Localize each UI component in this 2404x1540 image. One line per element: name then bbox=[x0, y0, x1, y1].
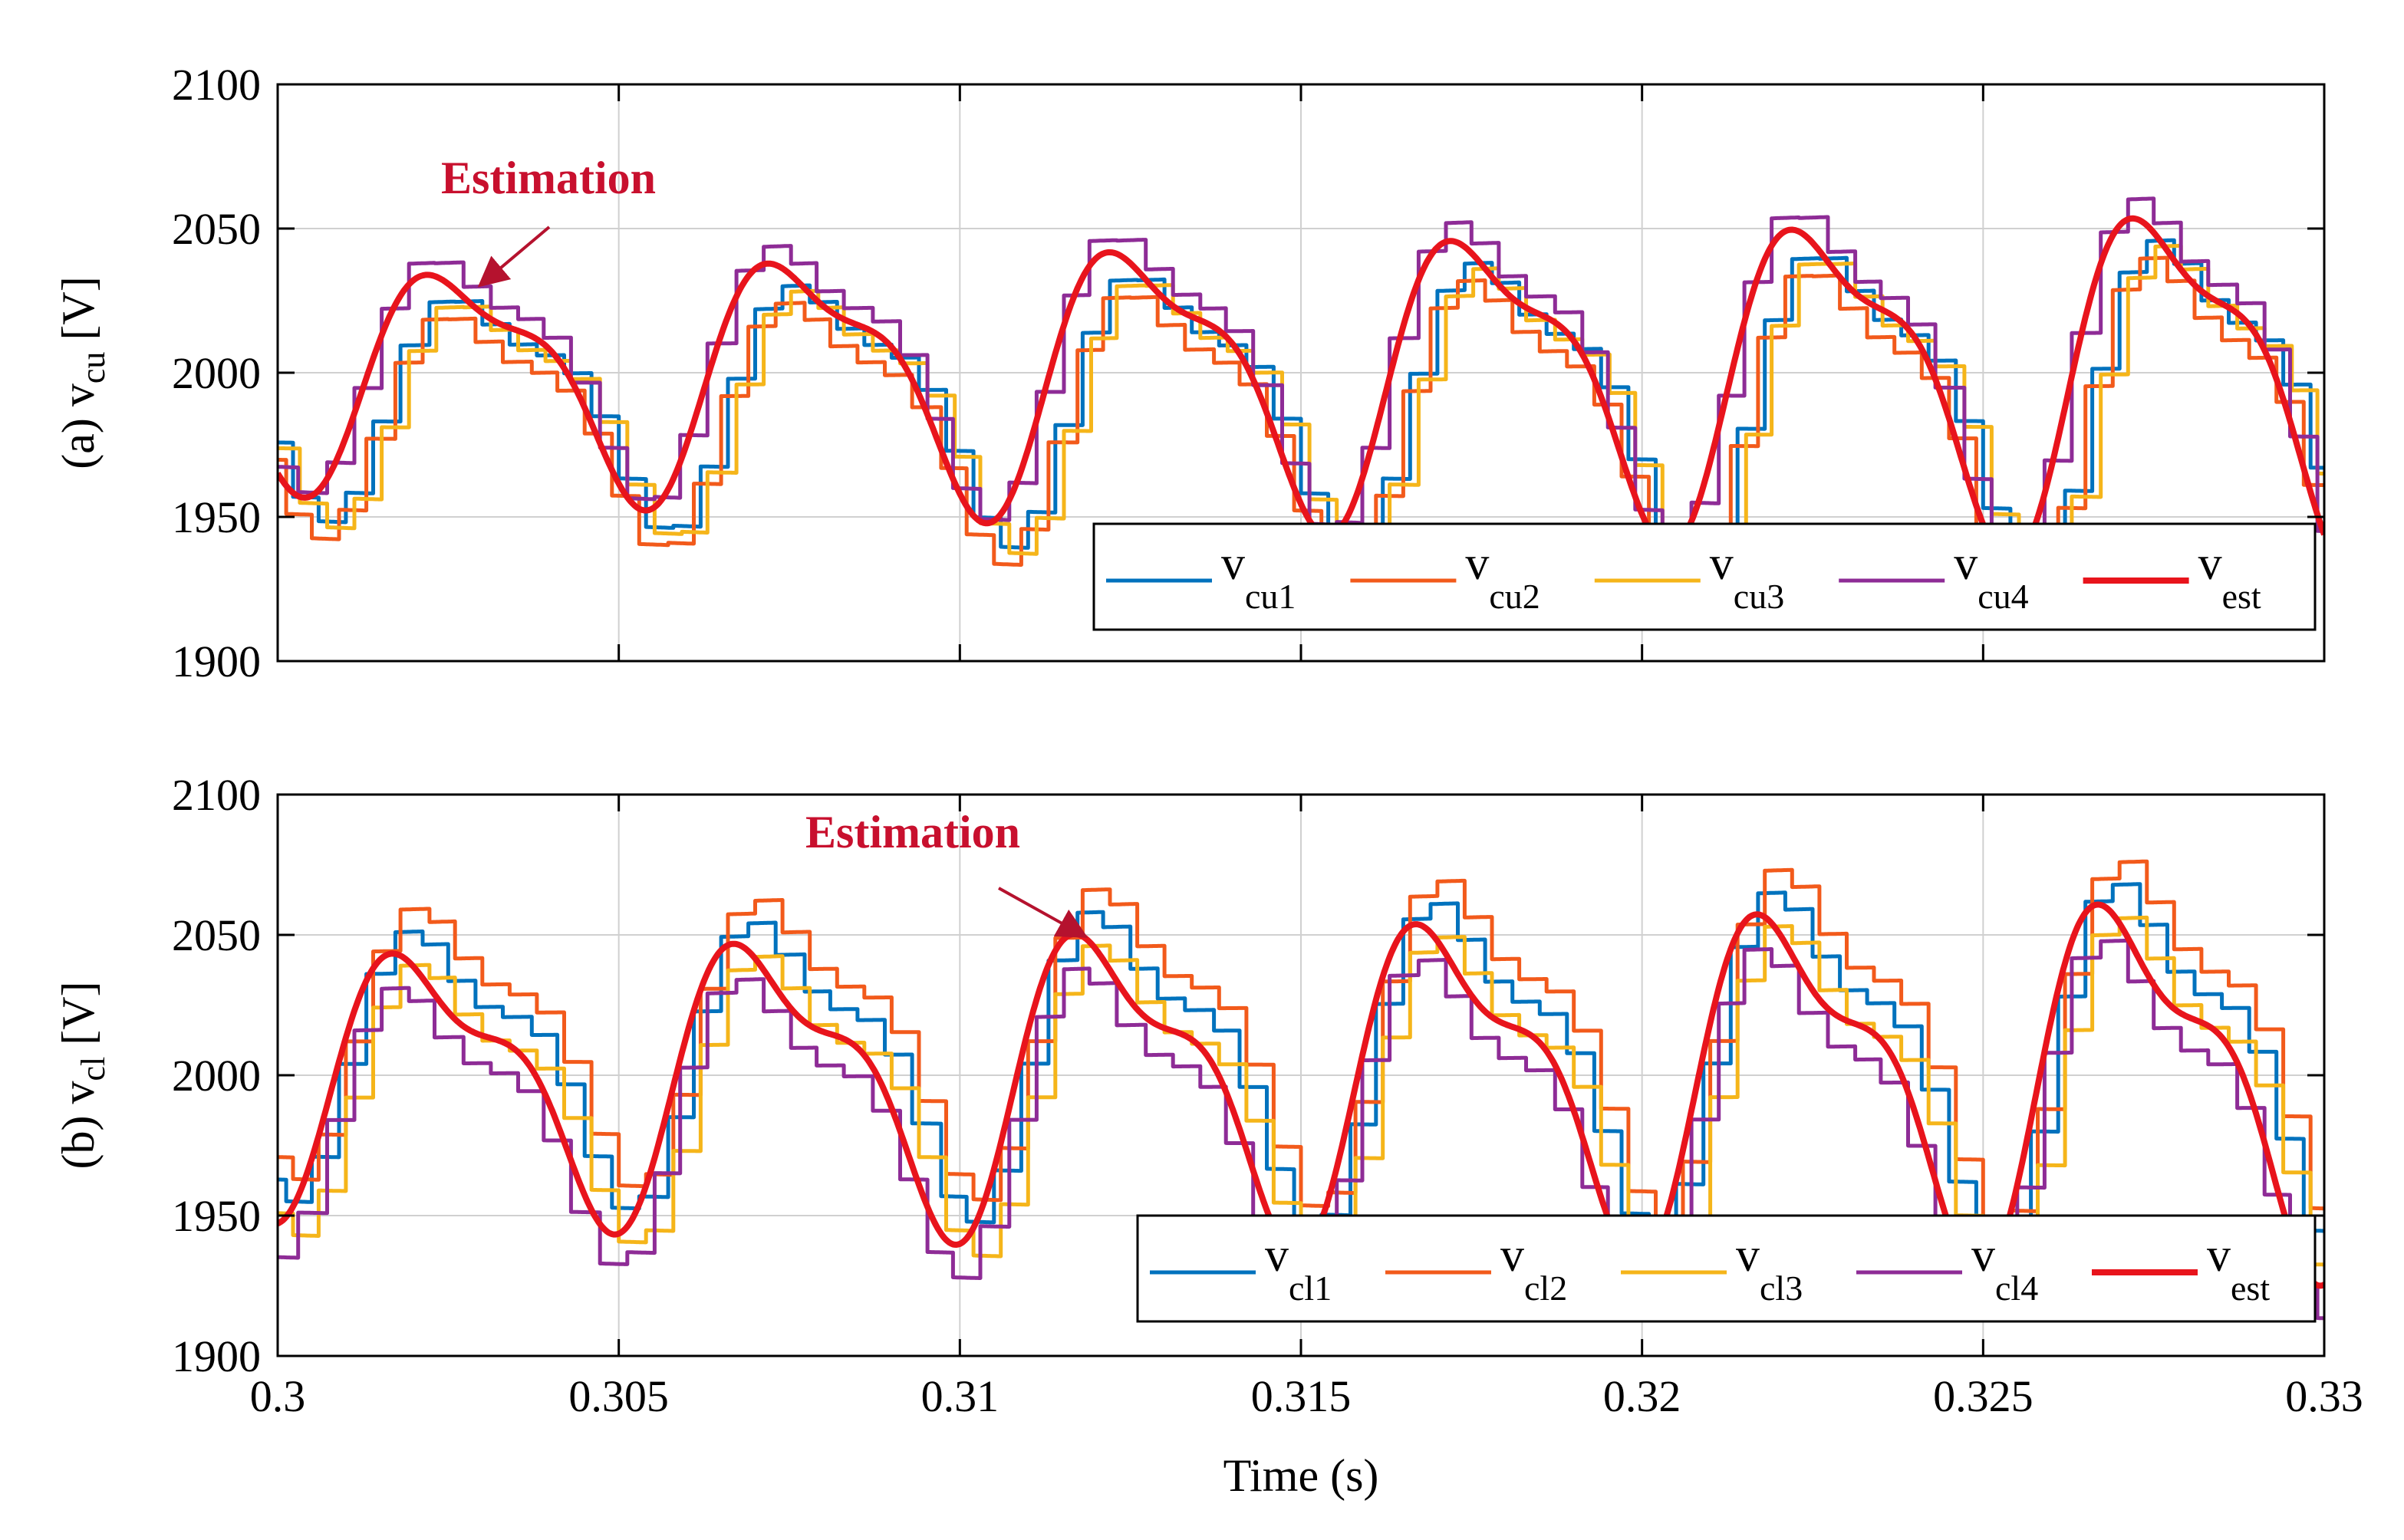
chart-panel-b: 1900 1950 2000 2050 2100 0.3 0.305 0.31 0.315 0.3… bbox=[53, 770, 2363, 1501]
legend-label-main: v bbox=[1710, 538, 1734, 590]
legend-label-cu1: vcu1 bbox=[1221, 538, 1296, 616]
legend-label-sub: cu1 bbox=[1245, 577, 1296, 616]
y-tick-label: 1950 bbox=[172, 1191, 261, 1241]
x-tick-label: 0.3 bbox=[250, 1371, 306, 1421]
legend-label-cu4: vcu4 bbox=[1954, 538, 2028, 616]
y-axis-label-panel: (a) v bbox=[53, 383, 104, 469]
legend-label-cu2: vcu2 bbox=[1465, 538, 1540, 616]
annotation-label: Estimation bbox=[805, 807, 1020, 857]
annotation-arrow bbox=[477, 225, 551, 288]
legend-label-main: v bbox=[2198, 538, 2222, 590]
legend-label-sub: cu2 bbox=[1489, 577, 1540, 616]
x-axis-label: Time (s) bbox=[1223, 1450, 1379, 1501]
legend-label-sub: est bbox=[2222, 577, 2261, 616]
legend-label-cu3: vcu3 bbox=[1710, 538, 1784, 616]
legend-label-main: v bbox=[2207, 1229, 2231, 1282]
series-line-cu3 bbox=[278, 243, 2324, 585]
legend-box bbox=[1092, 522, 2317, 631]
y-axis-label-sub: cu bbox=[74, 352, 112, 384]
legend-label-cl1: vcl1 bbox=[1265, 1229, 1332, 1308]
legend-label-est: vest bbox=[2207, 1229, 2270, 1308]
y-tick-label: 2100 bbox=[172, 770, 261, 820]
legend-label-main: v bbox=[1265, 1229, 1289, 1282]
legend-label-main: v bbox=[1221, 538, 1245, 590]
y-tick-label: 2000 bbox=[172, 348, 261, 398]
legend-label-cl3: vcl3 bbox=[1736, 1229, 1803, 1308]
legend-label-sub: est bbox=[2231, 1269, 2270, 1308]
legend-box bbox=[1136, 1214, 2317, 1323]
y-tick-label: 2100 bbox=[172, 60, 261, 110]
y-axis-label-unit: [V] bbox=[53, 981, 104, 1056]
y-tick-label: 2050 bbox=[172, 910, 261, 960]
legend-label-main: v bbox=[1954, 538, 1978, 590]
x-tick-label: 0.325 bbox=[1933, 1371, 2034, 1421]
legend-label-sub: cl4 bbox=[1995, 1269, 2038, 1308]
legend-label-main: v bbox=[1736, 1229, 1760, 1282]
annotation-arrow bbox=[998, 887, 1088, 938]
y-tick-label: 1900 bbox=[172, 1331, 261, 1381]
y-axis-label-unit: [V] bbox=[53, 276, 104, 351]
x-tick-label: 0.31 bbox=[921, 1371, 999, 1421]
legend-label-sub: cu4 bbox=[1978, 577, 2028, 616]
y-tick-label: 1950 bbox=[172, 492, 261, 542]
y-axis-label-panel: (b) v bbox=[53, 1081, 104, 1170]
y-axis-label-sub: cl bbox=[74, 1057, 112, 1081]
y-axis-label: (a) vcu [V] bbox=[53, 276, 112, 469]
legend-label-sub: cu3 bbox=[1734, 577, 1784, 616]
legend-label-est: vest bbox=[2198, 538, 2261, 616]
x-tick-label: 0.305 bbox=[568, 1371, 669, 1421]
y-axis-label: (b) vcl [V] bbox=[53, 981, 112, 1169]
series-line-cu1 bbox=[278, 238, 2324, 579]
legend-label-main: v bbox=[1500, 1229, 1524, 1282]
x-tick-label: 0.33 bbox=[2285, 1371, 2363, 1421]
x-tick-label: 0.32 bbox=[1603, 1371, 1681, 1421]
legend-label-cl2: vcl2 bbox=[1500, 1229, 1567, 1308]
series-line-cu4 bbox=[278, 196, 2324, 552]
legend-label-sub: cl3 bbox=[1760, 1269, 1803, 1308]
legend-label-main: v bbox=[1465, 538, 1489, 590]
y-tick-label: 2050 bbox=[172, 204, 261, 254]
annotation-label: Estimation bbox=[441, 153, 656, 203]
y-tick-label: 1900 bbox=[172, 637, 261, 686]
legend-label-sub: cl1 bbox=[1289, 1269, 1332, 1308]
y-tick-label: 2000 bbox=[172, 1051, 261, 1101]
x-tick-label: 0.315 bbox=[1251, 1371, 1352, 1421]
legend-label-sub: cl2 bbox=[1524, 1269, 1567, 1308]
legend-label-main: v bbox=[1971, 1229, 1995, 1282]
legend-label-cl4: vcl4 bbox=[1971, 1229, 2038, 1308]
